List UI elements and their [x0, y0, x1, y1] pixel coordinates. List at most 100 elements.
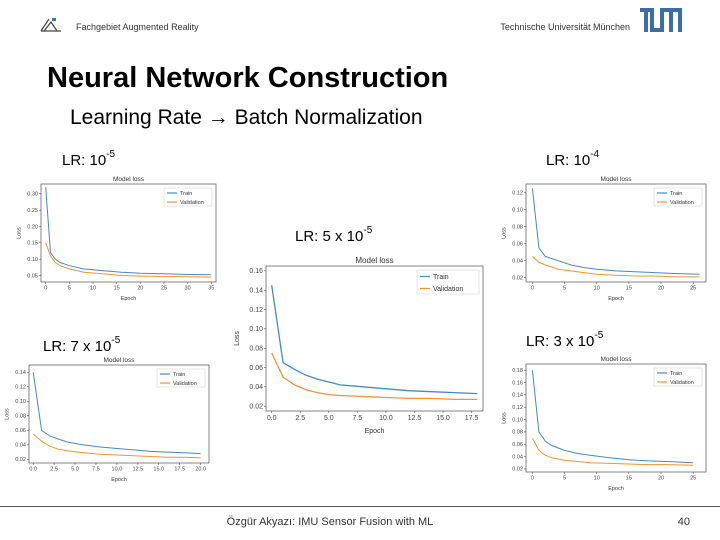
x-tick-label: 15 [114, 286, 120, 292]
footer-divider [0, 506, 720, 507]
y-axis-label: Loss [502, 412, 508, 424]
y-tick-label: 0.12 [15, 385, 26, 391]
x-tick-label: 20 [658, 476, 664, 482]
x-tick-label: 0.0 [267, 415, 277, 422]
y-tick-label: 0.12 [249, 307, 263, 314]
y-tick-label: 0.15 [27, 241, 38, 247]
y-tick-label: 0.14 [15, 370, 26, 376]
x-tick-label: 25 [690, 286, 696, 292]
legend-entry: Validation [173, 381, 197, 387]
y-tick-label: 0.04 [15, 443, 26, 449]
chart-label-lr-1e-5: LR: 10-5 [62, 149, 116, 169]
legend-entry: Validation [670, 380, 694, 386]
chart-label-lr-5e-5: LR: 5 x 10-5 [295, 225, 373, 245]
x-tick-label: 0 [531, 476, 534, 482]
series-line-train [45, 187, 212, 276]
x-tick-label: 0.0 [29, 467, 37, 473]
y-tick-label: 0.04 [512, 454, 523, 460]
legend-entry: Train [670, 191, 682, 197]
x-tick-label: 25 [161, 286, 167, 292]
y-tick-label: 0.14 [249, 288, 263, 295]
chart-label-lr-1e-4: LR: 10-4 [546, 149, 600, 169]
x-axis-label: Epoch [608, 486, 624, 492]
chart-svg: Model loss 0.05 0.10 0.15 0.20 0.25 0.30 0 5 10 15… [17, 176, 217, 302]
series-line-validation [45, 242, 212, 278]
plot-frame [28, 364, 210, 464]
series-line-train [32, 372, 201, 455]
legend-entry: Train [670, 371, 682, 377]
x-tick-label: 17.5 [465, 415, 479, 422]
x-tick-label: 35 [208, 286, 214, 292]
x-tick-label: 30 [185, 286, 191, 292]
x-tick-label: 20.0 [195, 467, 206, 473]
chart-title: Model loss [113, 176, 145, 183]
y-axis-label: Loss [17, 227, 23, 239]
legend-entry: Train [433, 274, 449, 281]
x-tick-label: 5 [563, 286, 566, 292]
x-tick-label: 15 [626, 476, 632, 482]
x-tick-label: 5 [563, 476, 566, 482]
chart-svg: Model loss 0.02 0.04 0.06 0.08 0.10 0.12 0.14 0.… [502, 356, 707, 492]
y-tick-label: 0.10 [512, 417, 523, 423]
y-tick-label: 0.18 [512, 368, 523, 374]
x-tick-label: 10.0 [379, 415, 393, 422]
y-axis-label: Loss [5, 408, 11, 420]
loss-chart-lr-1e-5: Model loss 0.05 0.10 0.15 0.20 0.25 0.30 0 5 10 15… [15, 172, 220, 302]
loss-chart-lr-5e-5: Model loss 0.02 0.04 0.06 0.08 0.10 0.12 0.14 0.… [232, 250, 487, 435]
y-tick-label: 0.08 [512, 430, 523, 436]
tum-logo-icon [640, 8, 682, 34]
chart-svg: Model loss 0.02 0.04 0.06 0.08 0.10 0.12 0.14 0.… [234, 256, 484, 435]
x-axis-label: Epoch [608, 296, 624, 302]
y-tick-label: 0.08 [15, 414, 26, 420]
legend-entry: Validation [433, 286, 463, 293]
x-axis-label: Epoch [365, 428, 385, 435]
x-tick-label: 15.0 [153, 467, 164, 473]
header-university: Technische Universität München [500, 22, 630, 32]
legend-entry: Train [180, 191, 192, 197]
x-tick-label: 5.0 [324, 415, 334, 422]
x-tick-label: 12.5 [132, 467, 143, 473]
chart-label-lr-7e-5: LR: 7 x 10-5 [43, 335, 121, 355]
chart-title: Model loss [103, 357, 135, 364]
series-line-train [531, 188, 700, 275]
x-tick-label: 0 [531, 286, 534, 292]
header-department: Fachgebiet Augmented Reality [76, 22, 199, 32]
x-tick-label: 25 [690, 476, 696, 482]
x-tick-label: 10.0 [112, 467, 123, 473]
y-tick-label: 0.10 [512, 207, 523, 213]
page-subtitle: Learning Rate → Batch Normalization [70, 106, 423, 129]
footer-author: Özgür Akyazı: IMU Sensor Fusion with ML [226, 516, 434, 528]
y-tick-label: 0.02 [15, 457, 26, 463]
y-tick-label: 0.10 [27, 257, 38, 263]
y-tick-label: 0.10 [249, 326, 263, 333]
x-tick-label: 2.5 [295, 415, 305, 422]
x-tick-label: 20 [658, 286, 664, 292]
y-tick-label: 0.12 [512, 190, 523, 196]
y-tick-label: 0.30 [27, 192, 38, 198]
y-tick-label: 0.06 [249, 365, 263, 372]
x-tick-label: 10 [594, 286, 600, 292]
x-tick-label: 20 [137, 286, 143, 292]
x-tick-label: 12.5 [408, 415, 422, 422]
plot-frame [525, 363, 707, 473]
y-tick-label: 0.02 [512, 467, 523, 473]
page-number: 40 [677, 516, 690, 528]
y-tick-label: 0.20 [27, 224, 38, 230]
y-tick-label: 0.05 [27, 273, 38, 279]
page-title: Neural Network Construction [47, 62, 449, 94]
chart-title: Model loss [600, 176, 632, 183]
y-tick-label: 0.12 [512, 405, 523, 411]
y-tick-label: 0.02 [249, 404, 263, 411]
loss-chart-lr-7e-5: Model loss 0.02 0.04 0.06 0.08 0.10 0.12 0.14 0.… [3, 353, 213, 483]
series-line-train [531, 370, 694, 464]
plot-frame [40, 183, 217, 283]
x-tick-label: 5 [68, 286, 71, 292]
legend-entry: Train [173, 372, 185, 378]
legend-entry: Validation [180, 200, 204, 206]
y-tick-label: 0.04 [249, 384, 263, 391]
x-tick-label: 17.5 [174, 467, 185, 473]
x-tick-label: 10 [594, 476, 600, 482]
y-tick-label: 0.16 [249, 268, 263, 275]
y-tick-label: 0.06 [512, 241, 523, 247]
y-tick-label: 0.06 [512, 442, 523, 448]
